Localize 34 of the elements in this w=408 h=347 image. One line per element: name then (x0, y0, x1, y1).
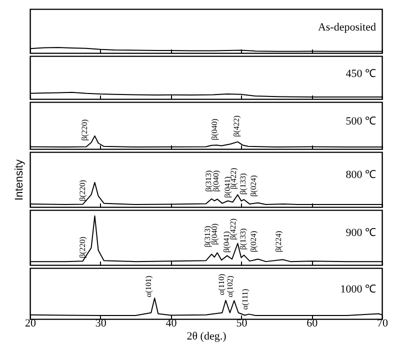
annotation: β(040) (212, 170, 221, 192)
text: 1000 ℃ (340, 283, 376, 296)
annotation: α(101) (144, 275, 153, 298)
text: 800 ℃ (346, 169, 376, 182)
text: As-deposited (318, 21, 376, 34)
annotation: β(040) (210, 223, 220, 245)
x-tick-label: 30 (95, 318, 107, 330)
annotation: α(111) (240, 288, 250, 310)
annotation: β(220) (78, 180, 87, 202)
x-tick-label: 70 (377, 318, 388, 330)
annotation: β(024) (248, 230, 258, 252)
annotation: β(313) (203, 226, 212, 248)
annotation: β(024) (248, 174, 258, 197)
annotation: α(102) (226, 275, 235, 298)
annotation: β(422) (232, 115, 241, 137)
text: 450 ℃ (346, 68, 376, 80)
annotation: β(041) (222, 176, 232, 198)
annotation: β(220) (80, 119, 89, 141)
annotation: β(224) (274, 230, 284, 252)
x-axis-title: 2θ (deg.) (186, 330, 227, 342)
annotation: β(133) (238, 172, 248, 195)
x-tick-label: 20 (25, 318, 36, 330)
y-axis-title: Intensity (14, 159, 26, 200)
annotation: 900 ℃ (346, 227, 376, 240)
annotation: β(220) (78, 236, 87, 258)
x-tick-label: 50 (236, 318, 248, 330)
x-tick-label: 40 (166, 318, 178, 330)
annotation: β(422) (229, 168, 238, 190)
x-tick-label: 60 (306, 318, 318, 330)
text: 500 ℃ (346, 116, 376, 128)
annotation: β(040) (210, 118, 220, 140)
annotation: β(133) (238, 228, 248, 250)
annotation: β(313) (204, 170, 213, 192)
annotation: α(110) (217, 274, 226, 296)
